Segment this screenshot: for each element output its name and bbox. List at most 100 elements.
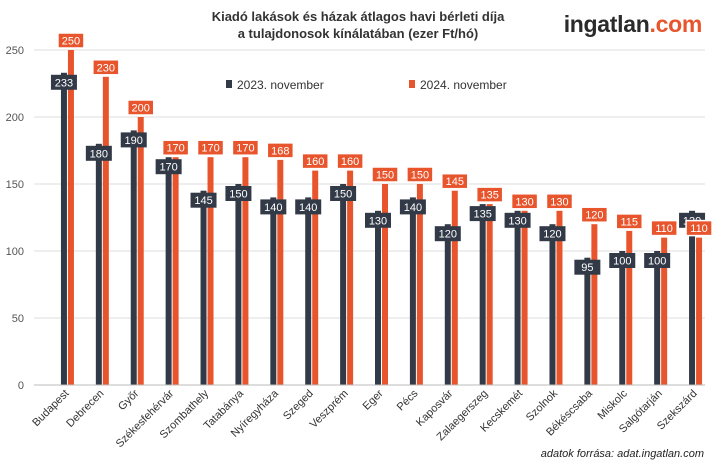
bar-2023: [689, 210, 696, 385]
data-label-2023: 135: [474, 209, 492, 221]
data-label-2024: 150: [411, 170, 429, 182]
data-label-2024: 115: [620, 216, 638, 228]
data-label-2024: 150: [376, 170, 394, 182]
y-tick-label: 50: [12, 313, 24, 325]
data-label-box-2023: [539, 226, 566, 242]
data-label-box-2023: [574, 259, 601, 275]
data-label-box-2023: [260, 199, 287, 215]
data-label-box-2023: [120, 132, 147, 148]
source-note: adatok forrása: adat.ingatlan.com: [540, 448, 704, 460]
bar-2023: [479, 204, 486, 385]
bar-2024: [661, 237, 668, 385]
bar-2023: [584, 257, 591, 385]
legend-label-2024: 2024. november: [420, 78, 507, 92]
bar-2024: [416, 184, 423, 385]
data-label-box-2024: [301, 152, 329, 170]
bar-2024: [242, 157, 249, 385]
data-label-2024: 160: [306, 156, 324, 168]
legend-swatch-2023: [226, 80, 232, 88]
bar-2024: [172, 157, 179, 385]
bar-2024: [556, 210, 563, 385]
data-label-2023: 100: [613, 256, 631, 268]
data-label-box-2023: [504, 212, 531, 228]
bar-2024: [347, 170, 354, 385]
bar-2023: [270, 197, 277, 385]
data-label-2024: 130: [515, 196, 533, 208]
bar-2024: [382, 184, 388, 385]
data-label-box-2023: [399, 199, 426, 215]
data-label-box-2024: [650, 219, 678, 237]
bar-2024: [312, 170, 319, 385]
data-label-2024: 200: [132, 103, 150, 115]
data-label-2024: 230: [97, 62, 115, 74]
legend-swatch-2024: [409, 80, 415, 88]
bar-2024: [207, 157, 214, 385]
data-label-box-2024: [510, 193, 539, 210]
bar-2023: [130, 130, 137, 385]
logo-tld: com: [655, 11, 703, 37]
bar-2024: [486, 204, 493, 385]
data-label-box-2024: [406, 166, 434, 183]
bar-2023: [235, 184, 242, 385]
bar-2024: [102, 76, 109, 386]
bar-2023: [95, 143, 102, 385]
y-tick-label: 200: [6, 112, 24, 124]
data-label-box-2023: [155, 159, 182, 175]
data-label-2023: 140: [299, 202, 317, 214]
x-tick-label: Szeged: [281, 388, 316, 423]
bar-2023: [375, 210, 381, 385]
data-label-2023: 140: [264, 202, 282, 214]
data-label-2023: 170: [159, 162, 177, 174]
data-label-box-2024: [231, 139, 260, 156]
x-tick-label: Debrecen: [64, 388, 106, 430]
data-label-2024: 250: [62, 36, 80, 48]
data-label-box-2023: [330, 186, 357, 201]
x-tick-label: Miskolc: [595, 387, 630, 422]
x-tick-label: Pécs: [395, 387, 421, 413]
legend-label-2023: 2023. november: [237, 78, 324, 92]
data-label-2024: 168: [271, 145, 289, 157]
data-label-box-2024: [126, 99, 155, 116]
bar-2023: [340, 184, 347, 385]
data-label-2024: 120: [585, 210, 603, 222]
data-label-2023: 100: [648, 256, 666, 268]
data-label-2024: 160: [341, 156, 359, 168]
bar-2023: [165, 157, 172, 385]
data-label-2023: 150: [334, 189, 352, 201]
x-tick-label: Győr: [116, 387, 142, 413]
data-label-2023: 130: [508, 215, 526, 227]
data-label-box-2023: [295, 199, 322, 215]
bar-2023: [619, 251, 626, 385]
bar-2024: [591, 224, 598, 385]
data-label-box-2023: [469, 206, 496, 222]
bar-2023: [514, 210, 521, 385]
data-label-2024: 135: [481, 190, 499, 202]
y-tick-label: 100: [6, 246, 24, 258]
data-label-box-2023: [225, 186, 252, 201]
bar-2024: [626, 230, 633, 385]
data-label-box-2023: [85, 145, 112, 161]
data-label-box-2024: [371, 166, 399, 183]
data-label-2023: 130: [369, 215, 387, 227]
chart-title-line-2: a tulajdonosok kínálatában (ezer Ft/hó): [237, 26, 479, 41]
bar-2024: [67, 50, 74, 385]
data-label-box-2024: [57, 32, 85, 49]
data-label-2023: 190: [125, 135, 143, 147]
y-tick-label: 250: [6, 45, 24, 57]
ingatlan-logo: ingatlan.com: [564, 11, 703, 38]
x-tick-label: Eger: [361, 387, 386, 412]
data-label-2023: 150: [229, 189, 247, 201]
y-tick-label: 0: [18, 380, 24, 392]
logo-dot: .: [649, 11, 656, 37]
data-label-box-2023: [434, 226, 461, 242]
data-label-box-2023: [609, 253, 636, 268]
data-label-2023: 95: [581, 262, 593, 274]
y-tick-label: 150: [6, 179, 24, 191]
data-label-2024: 170: [236, 143, 254, 155]
bar-2024: [277, 159, 284, 385]
bar-2023: [549, 224, 556, 385]
data-label-2023: 120: [543, 229, 561, 241]
data-label-box-2024: [161, 139, 190, 156]
data-label-2023: 180: [90, 148, 108, 160]
